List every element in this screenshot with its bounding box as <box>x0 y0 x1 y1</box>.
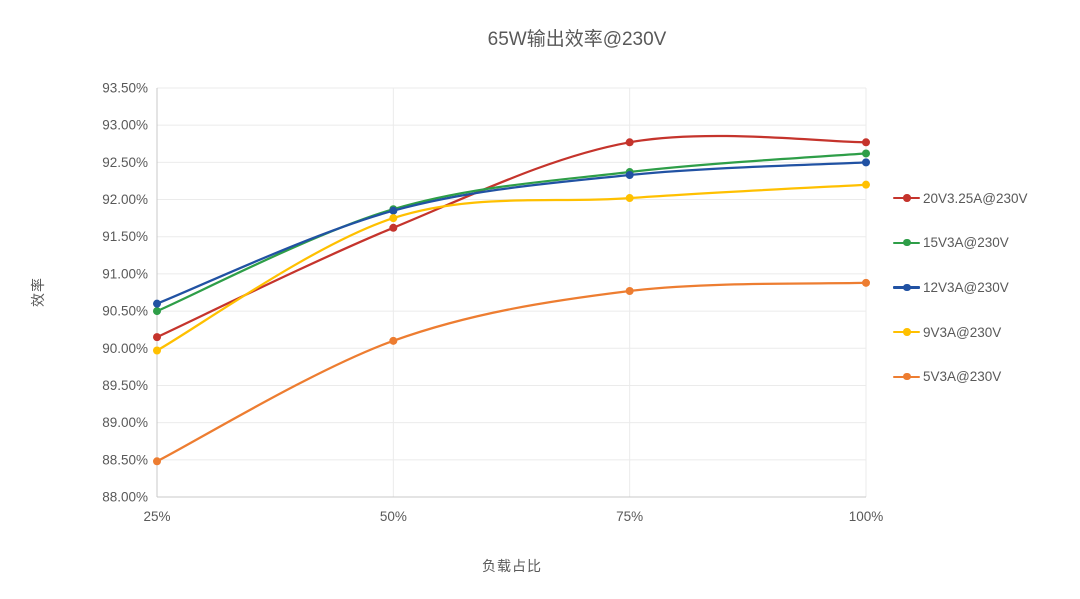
y-tick-label: 91.00% <box>102 266 148 281</box>
data-point-20V3.25A@230V <box>389 223 398 232</box>
legend-marker-icon <box>893 368 920 386</box>
data-point-15V3A@230V <box>862 149 870 158</box>
legend-label: 20V3.25A@230V <box>923 190 1028 206</box>
x-tick-label: 25% <box>143 509 170 524</box>
y-tick-label: 92.50% <box>102 155 148 170</box>
legend-dot-icon <box>903 238 911 247</box>
series-line-15V3A@230V <box>155 152 868 313</box>
y-tick-label: 89.50% <box>102 378 148 393</box>
y-tick-label: 91.50% <box>102 229 148 244</box>
x-tick-label: 75% <box>616 509 643 524</box>
legend-dot-icon <box>903 328 911 336</box>
y-tick-label: 92.00% <box>102 192 148 207</box>
series-line-20V3.25A@230V <box>155 134 868 339</box>
data-point-15V3A@230V <box>153 307 161 316</box>
legend-label: 15V3A@230V <box>923 235 1009 251</box>
y-tick-label: 89.00% <box>102 415 148 430</box>
data-point-9V3A@230V <box>862 180 870 189</box>
legend-marker-icon <box>893 234 920 252</box>
data-point-5V3A@230V <box>389 336 398 345</box>
data-point-5V3A@230V <box>862 278 870 287</box>
legend-label: 5V3A@230V <box>923 369 1002 385</box>
legend-dot-icon <box>903 283 911 292</box>
data-point-9V3A@230V <box>153 346 161 355</box>
legend-item-15V3A@230V: 15V3A@230V <box>893 234 1009 252</box>
x-tick-label: 100% <box>849 509 884 524</box>
legend-item-5V3A@230V: 5V3A@230V <box>893 368 1001 386</box>
legend-label: 9V3A@230V <box>923 324 1002 340</box>
legend-item-20V3.25A@230V: 20V3.25A@230V <box>893 189 1028 207</box>
legend-item-12V3A@230V: 12V3A@230V <box>893 278 1009 296</box>
legend-dot-icon <box>903 194 911 202</box>
y-axis-title: 效率 <box>30 277 46 307</box>
data-point-5V3A@230V <box>625 287 634 296</box>
legend-item-9V3A@230V: 9V3A@230V <box>893 323 1001 341</box>
legend: 20V3.25A@230V 15V3A@230V 12V3A@230V 9V3A@23… <box>893 0 1078 599</box>
data-point-20V3.25A@230V <box>153 333 161 342</box>
x-axis-title: 负载占比 <box>482 558 542 574</box>
legend-marker-icon <box>893 278 920 296</box>
y-tick-label: 93.00% <box>102 118 148 133</box>
series-line-5V3A@230V <box>155 281 868 463</box>
y-tick-label: 88.50% <box>102 452 148 467</box>
y-tick-label: 90.00% <box>102 341 148 356</box>
legend-marker-icon <box>893 189 920 207</box>
legend-label: 12V3A@230V <box>923 279 1009 295</box>
data-point-20V3.25A@230V <box>625 138 634 147</box>
x-tick-label: 50% <box>380 509 407 524</box>
y-tick-label: 90.50% <box>102 304 148 319</box>
data-point-12V3A@230V <box>153 299 161 308</box>
legend-marker-icon <box>893 323 920 341</box>
data-point-9V3A@230V <box>389 214 398 223</box>
legend-dot-icon <box>903 372 911 381</box>
y-tick-label: 93.50% <box>102 81 148 96</box>
chart-title: 65W输出效率@230V <box>487 29 667 50</box>
series-line-9V3A@230V <box>155 183 868 352</box>
data-point-12V3A@230V <box>862 158 870 167</box>
y-tick-label: 88.00% <box>102 490 148 505</box>
data-point-12V3A@230V <box>389 206 398 215</box>
data-point-5V3A@230V <box>153 457 161 466</box>
data-point-20V3.25A@230V <box>862 138 870 147</box>
series-line-12V3A@230V <box>155 161 868 305</box>
data-point-12V3A@230V <box>625 171 634 180</box>
data-point-9V3A@230V <box>625 194 634 203</box>
